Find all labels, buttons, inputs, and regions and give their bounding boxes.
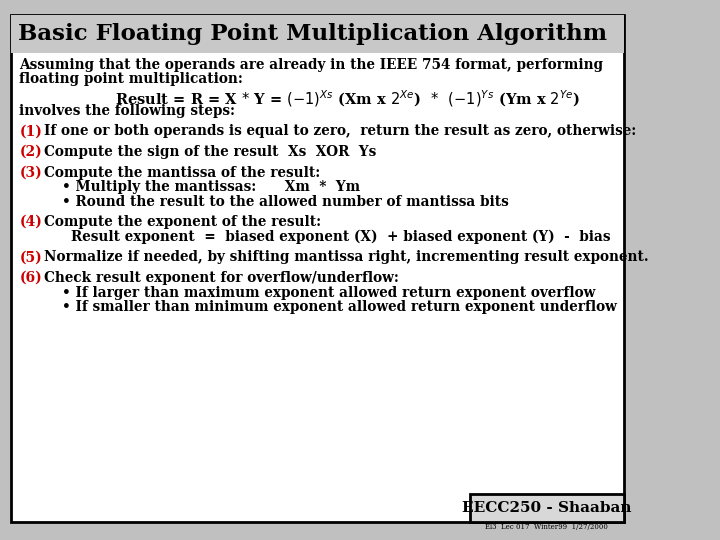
Text: floating point multiplication:: floating point multiplication: [19,72,243,86]
Text: Assuming that the operands are already in the IEEE 754 format, performing: Assuming that the operands are already i… [19,58,603,72]
Text: (6): (6) [19,271,42,285]
Text: • If smaller than minimum exponent allowed return exponent underflow: • If smaller than minimum exponent allow… [62,300,616,314]
Bar [469,494,624,522]
Text: If one or both operands is equal to zero,  return the result as zero, otherwise:: If one or both operands is equal to zero… [44,125,636,138]
Text: Result = R = X $*$ Y = $(-1)^{Xs}$ (Xm x $2^{Xe}$)  $*$  $(-1)^{Ys}$ (Ym x $2^{Y: Result = R = X $*$ Y = $(-1)^{Xs}$ (Xm x… [114,88,580,109]
Text: Normalize if needed, by shifting mantissa right, incrementing result exponent.: Normalize if needed, by shifting mantiss… [44,251,649,265]
Text: (5): (5) [19,251,42,265]
Text: Basic Floating Point Multiplication Algorithm: Basic Floating Point Multiplication Algo… [17,23,607,45]
Text: El3  Lec 017  Winter99  1/27/2000: El3 Lec 017 Winter99 1/27/2000 [485,523,608,531]
Text: (2): (2) [19,145,42,159]
Text: • Multiply the mantissas:      Xm  *  Ym: • Multiply the mantissas: Xm * Ym [62,180,360,194]
Text: Result exponent  =  biased exponent (X)  + biased exponent (Y)  -  bias: Result exponent = biased exponent (X) + … [71,230,610,245]
Text: Compute the sign of the result  Xs  XOR  Ys: Compute the sign of the result Xs XOR Ys [44,145,377,159]
Text: involves the following steps:: involves the following steps: [19,104,235,118]
Text: Compute the mantissa of the result:: Compute the mantissa of the result: [44,165,320,179]
Bar [11,15,624,53]
Text: (3): (3) [19,165,42,179]
Text: (1): (1) [19,125,42,138]
Text: • Round the result to the allowed number of mantissa bits: • Round the result to the allowed number… [62,194,508,208]
Text: • If larger than maximum exponent allowed return exponent overflow: • If larger than maximum exponent allowe… [62,286,595,300]
Text: EECC250 - Shaaban: EECC250 - Shaaban [462,501,631,515]
Text: Compute the exponent of the result:: Compute the exponent of the result: [44,215,321,229]
Text: (4): (4) [19,215,42,229]
Text: Check result exponent for overflow/underflow:: Check result exponent for overflow/under… [44,271,399,285]
